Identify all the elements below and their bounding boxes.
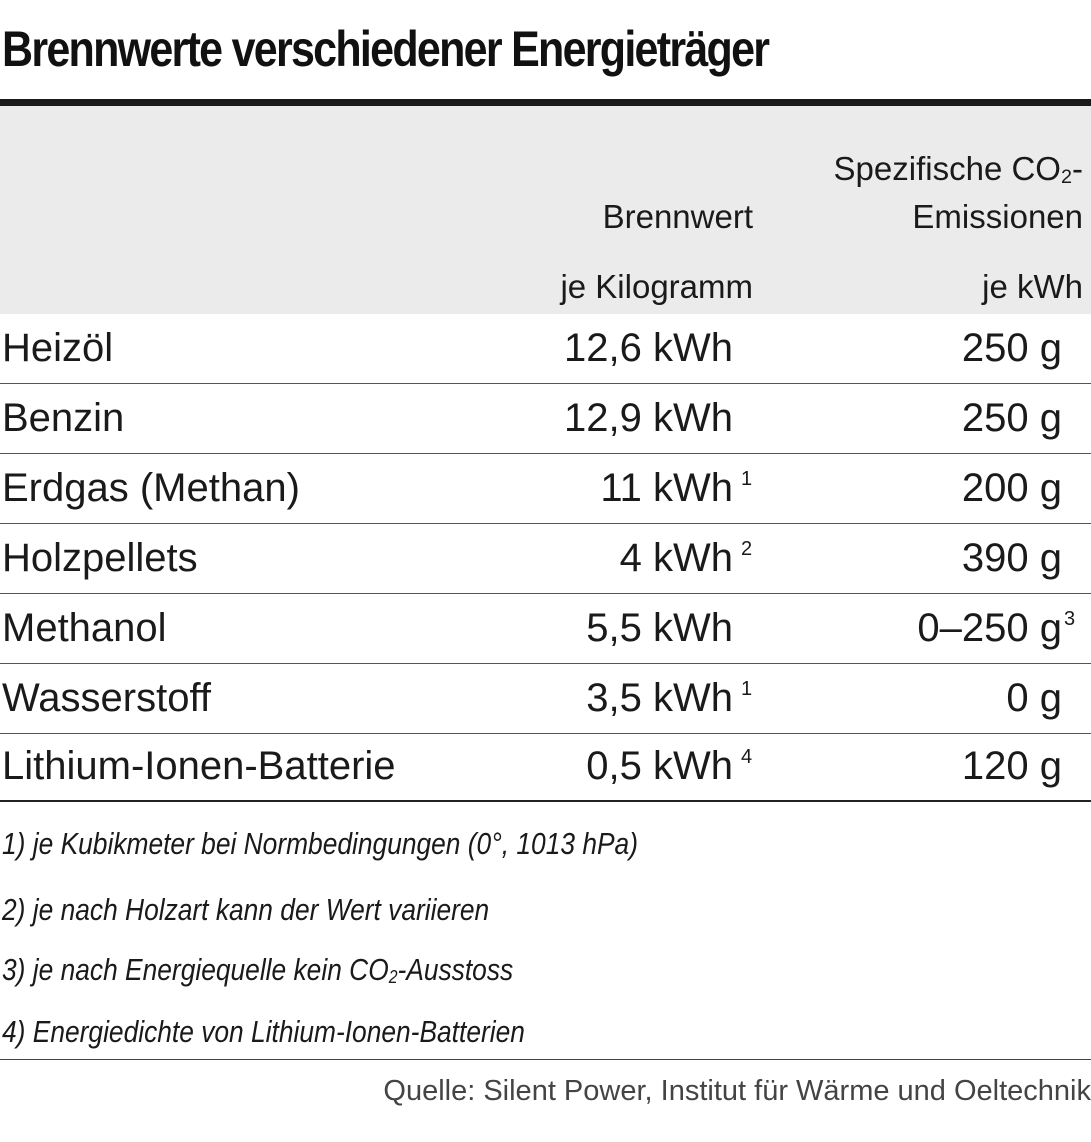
table-row: Holzpellets 4 kWh 2 390 g xyxy=(0,524,1091,594)
co2-unit: je kWh xyxy=(982,268,1083,305)
fuel-name: Benzin xyxy=(2,396,125,440)
brennwert-value: 12,9 kWh xyxy=(564,396,733,440)
fuel-name: Lithium-Ionen-Batterie xyxy=(2,744,396,788)
fuel-name: Methanol xyxy=(2,606,167,650)
co2-header-line1: Spezifische CO2- xyxy=(833,150,1083,188)
brennwert-unit: je Kilogramm xyxy=(560,268,753,305)
brennwert-value: 11 kWh 1 xyxy=(600,466,753,510)
co2-value: 200 g xyxy=(961,466,1062,510)
brennwert-value: 4 kWh 2 xyxy=(619,536,753,580)
table-header xyxy=(0,106,1091,314)
row-divider xyxy=(0,663,1091,664)
fuel-name: Erdgas (Methan) xyxy=(2,466,300,510)
row-divider xyxy=(0,593,1091,594)
table-row: Erdgas (Methan) 11 kWh 1 200 g xyxy=(0,454,1091,524)
footnote-1: 1) je Kubikmeter bei Normbedingungen (0°… xyxy=(2,826,638,861)
row-divider xyxy=(0,453,1091,454)
source-line: Quelle: Silent Power, Institut für Wärme… xyxy=(383,1075,1091,1107)
co2-value: 250 g xyxy=(961,326,1062,370)
row-divider xyxy=(0,383,1091,384)
brennwert-value: 12,6 kWh xyxy=(564,326,733,370)
co2-header-line2: Emissionen xyxy=(912,198,1083,235)
title-rule xyxy=(0,99,1091,106)
table-row: Heizöl 12,6 kWh 250 g xyxy=(0,314,1091,384)
table-row: Lithium-Ionen-Batterie 0,5 kWh 4 120 g xyxy=(0,732,1091,802)
co2-value: 250 g xyxy=(961,396,1062,440)
brennwert-header: Brennwert xyxy=(602,198,753,235)
row-divider xyxy=(0,523,1091,524)
brennwert-value: 3,5 kWh 1 xyxy=(586,676,753,720)
table-row: Wasserstoff 3,5 kWh 1 0 g xyxy=(0,664,1091,734)
table-bottom-rule xyxy=(0,800,1091,802)
footnote-4: 4) Energiedichte von Lithium-Ionen-Batte… xyxy=(2,1014,525,1049)
footer-rule xyxy=(0,1059,1091,1060)
co2-value: 120 g xyxy=(961,744,1062,788)
brennwert-value: 0,5 kWh 4 xyxy=(586,744,753,788)
fuel-name: Holzpellets xyxy=(2,536,198,580)
page-title: Brennwerte verschiedener Energieträger xyxy=(2,21,770,77)
footnote-3: 3) je nach Energiequelle kein CO2-Aussto… xyxy=(2,952,514,987)
footnote-2: 2) je nach Holzart kann der Wert variier… xyxy=(2,892,490,927)
fuel-name: Heizöl xyxy=(2,326,114,370)
row-divider xyxy=(0,733,1091,734)
co2-value: 390 g xyxy=(961,536,1062,580)
co2-value: 0 g xyxy=(1006,676,1062,720)
brennwert-value: 5,5 kWh xyxy=(586,606,733,650)
fuel-name: Wasserstoff xyxy=(2,676,211,720)
table-row: Benzin 12,9 kWh 250 g xyxy=(0,384,1091,454)
